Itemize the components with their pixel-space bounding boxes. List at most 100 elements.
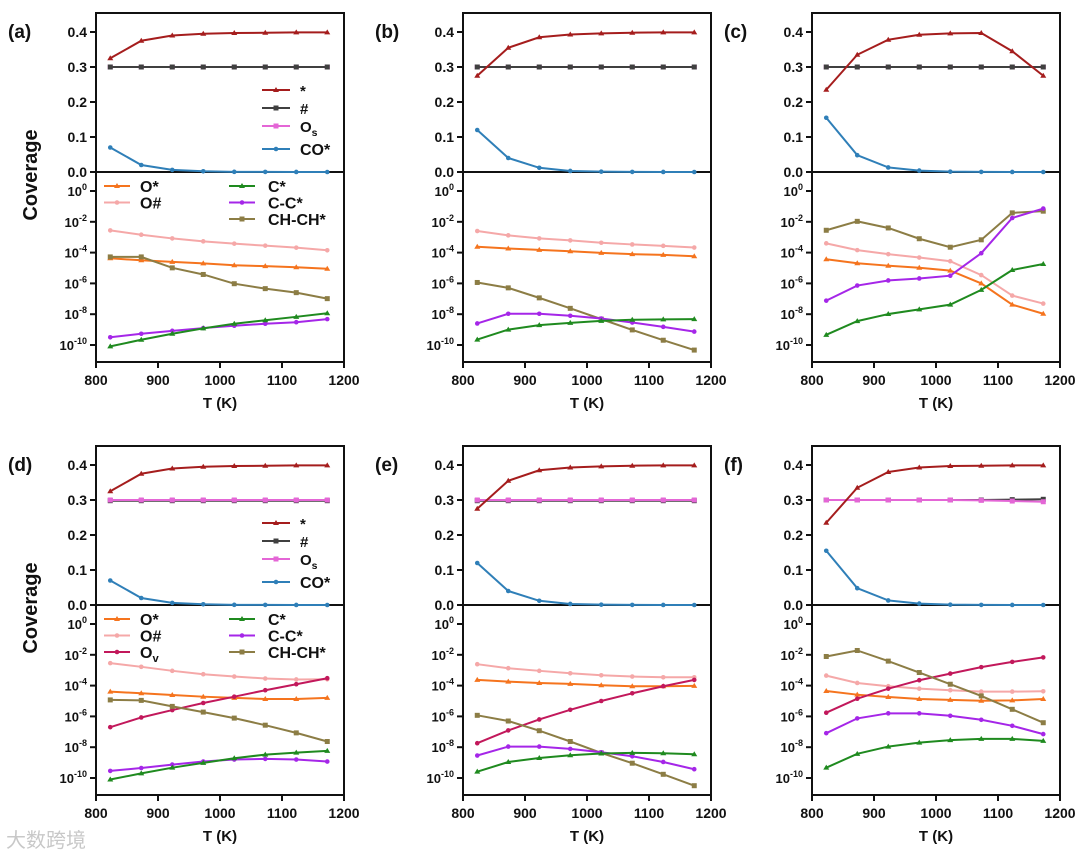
data-point [916,236,922,242]
data-point [947,602,953,607]
data-point [854,696,860,701]
data-point [231,602,237,608]
data-point [629,316,636,322]
data-point [474,753,480,758]
legend-label-_: * [300,83,306,100]
data-point [505,285,511,291]
data-point [691,751,698,757]
series-top-CO_ [825,550,1044,606]
data-point [854,647,860,653]
series-bottom-C_ [110,312,328,348]
data-point [916,31,923,37]
data-point [978,697,985,703]
y-tick-label: 0.1 [784,562,804,578]
data-point [885,469,892,474]
data-point [885,711,891,716]
series-line [109,146,328,173]
series-bottom-O_ [477,230,695,249]
series-bottom-O_ [826,674,1044,693]
data-point [629,674,635,679]
data-point [1009,706,1015,712]
data-point [1040,301,1046,306]
data-point [978,462,985,468]
y-tick-label: 10-6 [781,707,803,724]
data-point [978,64,984,70]
data-point [293,313,300,319]
plot-frame [462,445,712,796]
data-point [629,242,635,247]
data-point [169,330,176,336]
data-point [293,497,299,503]
data-point [947,671,953,676]
series-line [476,129,695,173]
series-bottom-CH_CH_ [825,210,1044,249]
series-line [826,499,1044,503]
y-tick-label: 0.1 [784,129,804,145]
data-point [854,585,860,591]
data-point [691,462,698,468]
data-point [293,264,300,270]
y-tick-label: 0.4 [435,457,455,473]
data-point [854,283,860,288]
data-point [629,602,635,608]
data-point [947,681,953,687]
data-point [324,316,330,322]
data-point [823,519,830,525]
data-point [1040,688,1046,694]
data-point [169,764,176,770]
x-tick-label: 1200 [328,805,359,821]
data-point [660,674,666,680]
data-point [200,693,207,699]
data-point [885,262,892,268]
data-point [598,169,604,174]
data-point [536,668,542,674]
series-line [476,464,695,510]
series-line [825,656,1044,714]
data-point [1040,208,1046,214]
data-point [505,744,511,749]
legend-label-CH_CH_: CH-CH* [268,645,327,662]
data-point [823,673,829,678]
series-bottom-C_C_ [825,712,1044,736]
y-tick-label: 10-10 [776,769,803,786]
data-point [691,245,697,250]
data-point [854,218,860,224]
data-point [200,271,206,277]
x-tick-label: 900 [146,805,170,821]
data-point [231,262,238,268]
data-point [823,86,830,92]
data-point [691,316,698,322]
data-point [1040,499,1046,505]
legend-label-CO_: CO* [300,575,331,592]
legend-label-C_: C* [268,179,287,196]
data-point [660,64,666,70]
data-point [629,169,635,175]
data-point [691,329,697,334]
data-point [107,145,113,150]
legend-label-_: # [300,534,309,551]
data-point [1009,735,1016,741]
y-tick-label: 0.2 [435,527,455,543]
series-line [825,712,1044,736]
data-point [138,37,145,43]
data-point [200,30,207,36]
data-point [474,336,481,342]
y-tick-label: 10-6 [781,274,803,291]
series-top-Os [826,499,1044,503]
y-tick-label: 0.0 [435,597,455,613]
data-point [598,30,605,36]
data-point [854,318,861,324]
y-tick-label: 10-10 [60,336,87,353]
y-tick-label: 10-6 [432,274,454,291]
series-bottom-O_ [826,258,1044,315]
y-tick-label: 0.2 [784,527,804,543]
series-line [109,464,328,493]
y-tick-label: 10-8 [65,738,87,755]
data-point [947,713,953,719]
y-tick-label: 0.0 [784,597,804,613]
data-point [823,710,829,716]
series-bottom-C_ [825,737,1044,769]
data-point [916,677,922,683]
y-tick-label: 10-6 [65,707,87,724]
data-point [138,497,144,503]
